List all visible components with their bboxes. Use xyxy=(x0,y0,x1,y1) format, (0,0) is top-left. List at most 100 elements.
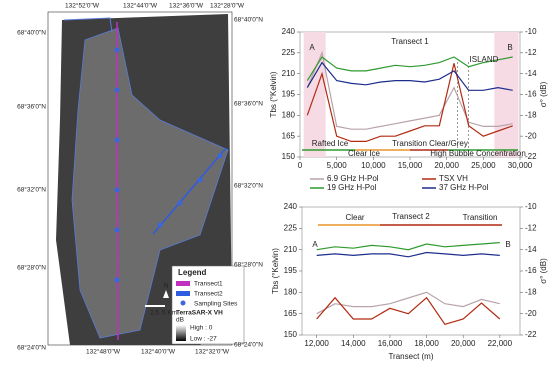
y2-tick-label: -22 xyxy=(525,152,537,161)
legend-low: Low : -27 xyxy=(190,336,217,343)
y2-tick-label: -22 xyxy=(525,330,537,339)
scale-bar xyxy=(145,305,165,307)
lat-label: 68°24'0"N xyxy=(234,341,263,349)
series-line xyxy=(316,291,500,315)
north-label: N xyxy=(164,283,169,290)
legend-label: 6.9 GHz H-Pol xyxy=(327,174,379,183)
y2-tick-label: -16 xyxy=(525,266,537,275)
legend-item: Transect2 xyxy=(194,291,223,298)
y-tick-label: 150 xyxy=(284,330,298,339)
x-tick-label: 5,000 xyxy=(327,161,348,170)
y-tick-label: 210 xyxy=(282,69,296,78)
annotation: A xyxy=(309,43,315,52)
transect2 xyxy=(152,147,227,235)
site xyxy=(197,177,203,183)
lat-label: 68°28'0"N xyxy=(234,261,263,269)
y2-tick-label: -20 xyxy=(525,309,537,318)
map-image xyxy=(47,11,245,346)
site xyxy=(157,222,163,228)
y-tick-label: 210 xyxy=(284,245,298,254)
lon-label: 132°28'0"W xyxy=(210,2,245,10)
transect1 xyxy=(116,21,119,341)
map-legend xyxy=(171,265,245,345)
x-tick-label: 0 xyxy=(298,161,303,170)
annotation: Transition xyxy=(463,213,498,222)
legend-swatch xyxy=(176,281,190,286)
x-tick-label: 14,000 xyxy=(341,339,366,348)
series-line xyxy=(306,50,513,130)
y2-tick-label: -10 xyxy=(525,27,537,36)
north-arrow xyxy=(163,290,169,298)
y-tick-label: 240 xyxy=(284,202,298,211)
y2-tick-label: -12 xyxy=(525,48,537,57)
legend-label: 37 GHz H-Pol xyxy=(439,183,489,192)
legend-item: Sampling Sites xyxy=(194,301,238,308)
lat-label: 68°24'0"N xyxy=(17,344,46,352)
y-axis-label: Tbs (°Kelvin) xyxy=(271,248,280,294)
lat-label: 68°32'0"N xyxy=(17,186,46,194)
x-tick-label: 18,000 xyxy=(414,339,439,348)
lat-label: 68°36'0"N xyxy=(234,100,263,108)
lat-label: 68°32'0"N xyxy=(234,182,263,190)
annotation: B xyxy=(507,43,512,52)
x-tick-label: 20,000 xyxy=(434,161,459,170)
site xyxy=(114,137,120,143)
y-tick-label: 180 xyxy=(284,287,298,296)
lat-label: 68°40'0"N xyxy=(17,29,46,37)
annotation: Clear Ice xyxy=(348,149,381,158)
y2-axis-label: σ° (dB) xyxy=(539,258,548,284)
y2-tick-label: -20 xyxy=(525,131,537,140)
y2-tick-label: -14 xyxy=(525,245,537,254)
series-line xyxy=(316,251,500,258)
series-line xyxy=(306,63,513,142)
x-axis-label: Transect (m) xyxy=(388,352,433,361)
series-line xyxy=(306,61,513,91)
y-tick-label: 150 xyxy=(282,152,296,161)
scale-label: 5 Km xyxy=(162,310,177,317)
plot-frame xyxy=(301,206,521,336)
lon-label: 132°32'0"W xyxy=(195,348,230,356)
x-tick-label: 15,000 xyxy=(398,161,423,170)
site xyxy=(114,87,120,93)
chart-title: Transect 1 xyxy=(391,37,429,46)
annotation: Clear xyxy=(345,213,364,222)
x-tick-label: 25,000 xyxy=(471,161,496,170)
legend-label: TSX VH xyxy=(439,174,468,183)
series-line xyxy=(316,242,500,251)
y-tick-label: 165 xyxy=(282,131,296,140)
legend-swatch xyxy=(180,300,186,306)
legend-high: High : 0 xyxy=(190,325,213,332)
series-line xyxy=(306,56,513,81)
series-line xyxy=(316,296,501,325)
y-tick-label: 195 xyxy=(282,90,296,99)
x-tick-label: 30,000 xyxy=(508,161,533,170)
lon-label: 132°44'0"W xyxy=(123,2,158,10)
lon-label: 132°52'0"W xyxy=(65,2,100,10)
annotation: A xyxy=(312,240,318,249)
annotation: ISLAND xyxy=(470,55,499,64)
x-tick-label: 10,000 xyxy=(361,161,386,170)
map-labels: 132°52'0"W 132°44'0"W 132°36'0"W 132°28'0"W… xyxy=(17,2,263,356)
legend-ramp xyxy=(176,325,186,341)
y-tick-label: 225 xyxy=(282,48,296,57)
chart-title: Transect 2 xyxy=(392,212,430,221)
y2-axis-label: σ° (dB) xyxy=(539,81,548,107)
lat-label: 68°36'0"N xyxy=(17,103,46,111)
site xyxy=(114,187,120,193)
x-tick-label: 16,000 xyxy=(378,339,403,348)
charts: 150 165 180 195 210 225 240 -22 -20 -18 -16 -14 -12 -… xyxy=(269,27,548,361)
sampling-sites xyxy=(114,47,223,283)
site xyxy=(114,47,120,53)
highlight xyxy=(494,32,519,157)
y-tick-label: 225 xyxy=(284,223,298,232)
y-tick-label: 165 xyxy=(284,309,298,318)
y-tick-label: 180 xyxy=(282,110,296,119)
y2-tick-label: -14 xyxy=(525,69,537,78)
legend-layer: TerraSAR-X VH xyxy=(176,310,223,317)
site xyxy=(114,277,120,283)
site xyxy=(114,227,120,233)
x-tick-label: 12,000 xyxy=(304,339,329,348)
y2-tick-label: -18 xyxy=(525,110,537,119)
legend-swatch xyxy=(176,291,190,296)
